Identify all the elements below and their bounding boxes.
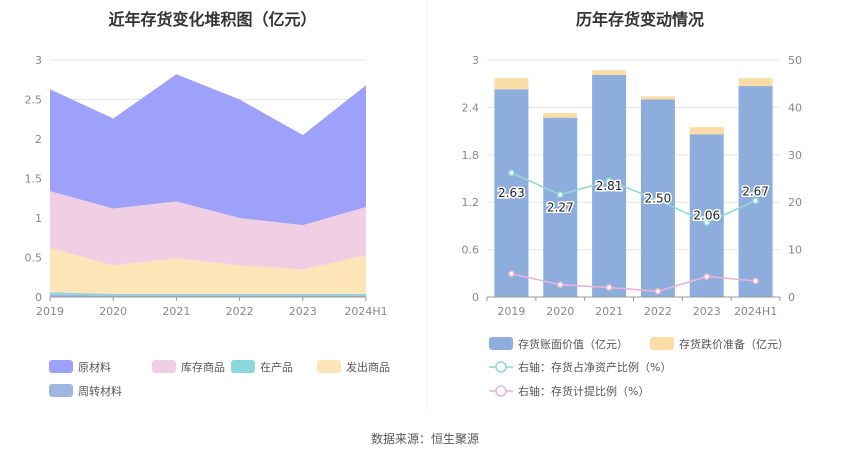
line-point: [654, 287, 662, 295]
y-tick-label: 3: [35, 54, 42, 67]
y2-tick-label: 0: [788, 291, 795, 304]
bar-segment: [738, 78, 773, 87]
y-tick-label: 1: [35, 212, 42, 225]
y-tick-label: 0.6: [462, 244, 480, 257]
x-tick-label: 2020: [546, 305, 574, 318]
stacked-area-chart: 0 0.5 1 1.5 2 2.5 3 2019 2020 2021 2022 2023 2024H1 原…: [25, 54, 391, 398]
legend-marker: [495, 361, 507, 373]
y-tick-label: 2.4: [462, 101, 480, 114]
x-tick-label: 2020: [99, 305, 127, 318]
legend-swatch: [650, 337, 674, 350]
y2-tick-label: 30: [788, 149, 802, 162]
line-point: [556, 191, 564, 198]
legend-label: 在产品: [260, 360, 293, 374]
y2-tick-label: 10: [788, 244, 802, 257]
legend-label: 存货账面价值（亿元）: [518, 337, 628, 351]
bar-segment: [689, 134, 724, 297]
y-tick-label: 0: [35, 291, 42, 304]
legend-swatch: [152, 360, 176, 373]
area-series: [50, 74, 366, 226]
x-tick-label: 2021: [595, 305, 623, 318]
legend-label: 库存商品: [181, 360, 225, 374]
line-point: [752, 277, 759, 285]
bar-segment: [592, 70, 627, 76]
bar-segment: [494, 89, 529, 297]
bar-segment: [543, 112, 578, 118]
bar-value-label: 2.06: [693, 209, 720, 223]
chart-divider: [427, 0, 428, 410]
line-point: [605, 284, 613, 291]
bar-segment: [494, 78, 529, 90]
area-series: [50, 294, 366, 297]
y2-tick-label: 50: [788, 54, 802, 67]
data-source-note: 数据来源：恒生聚源: [370, 432, 479, 446]
line-point: [703, 219, 711, 226]
legend-label: 发出商品: [346, 360, 390, 374]
bar-segment: [689, 127, 724, 135]
line-series: [511, 272, 756, 293]
legend-label: 存货跌价准备（亿元）: [679, 337, 789, 351]
y2-tick-label: 40: [788, 101, 802, 114]
inventory-bar-line-chart: 00.61.21.82.43010203040502.632.272.812.5…: [462, 54, 803, 398]
area-series: [50, 248, 366, 294]
x-tick-label: 2022: [644, 305, 672, 318]
y-tick-label: 2: [35, 133, 42, 146]
bar-segment: [640, 96, 675, 100]
bar-value-label: 2.67: [742, 185, 769, 199]
right-chart-title: 历年存货变动情况: [575, 10, 704, 29]
area-series: [50, 292, 366, 296]
line-point: [703, 273, 711, 280]
y-tick-label: 3: [472, 54, 479, 67]
x-tick-label: 2019: [497, 305, 525, 318]
legend-label: 周转材料: [78, 384, 122, 398]
legend-swatch: [231, 360, 255, 373]
x-tick-label: 2024H1: [344, 305, 387, 318]
y2-tick-label: 20: [788, 196, 802, 209]
x-tick-label: 2023: [289, 305, 317, 318]
line-series: [511, 172, 756, 224]
bar-value-label: 2.81: [596, 179, 623, 193]
x-tick-label: 2019: [36, 305, 64, 318]
line-point: [556, 281, 564, 289]
legend-swatch: [489, 337, 513, 350]
bar-value-label: 2.63: [498, 186, 525, 200]
line-point: [605, 177, 613, 185]
y-tick-label: 0: [472, 291, 479, 304]
y-tick-label: 2.5: [25, 94, 43, 107]
y-tick-label: 1.5: [25, 173, 43, 186]
line-point: [508, 169, 515, 177]
area-series: [50, 191, 366, 270]
bar-value-label: 2.50: [645, 191, 672, 205]
legend-label: 右轴：存货计提比例（%）: [518, 384, 649, 398]
x-tick-label: 2022: [226, 305, 254, 318]
left-chart-title: 近年存货变化堆积图（亿元）: [108, 10, 317, 29]
legend-swatch: [317, 360, 341, 373]
y-tick-label: 1.2: [462, 196, 480, 209]
x-tick-label: 2021: [162, 305, 190, 318]
x-tick-label: 2024H1: [734, 305, 777, 318]
x-tick-label: 2023: [693, 305, 721, 318]
y-tick-label: 1.8: [462, 149, 480, 162]
line-point: [508, 270, 515, 278]
line-point: [654, 196, 662, 204]
legend-swatch: [49, 384, 73, 397]
legend-marker: [495, 385, 507, 397]
bar-segment: [738, 86, 773, 297]
line-point: [752, 197, 759, 205]
bar-segment: [543, 117, 578, 297]
legend-label: 右轴：存货占净资产比例（%）: [518, 360, 671, 374]
y-tick-label: 0.5: [25, 252, 43, 265]
legend-swatch: [49, 360, 73, 373]
bar-value-label: 2.27: [547, 200, 574, 214]
legend-label: 原材料: [78, 360, 111, 374]
